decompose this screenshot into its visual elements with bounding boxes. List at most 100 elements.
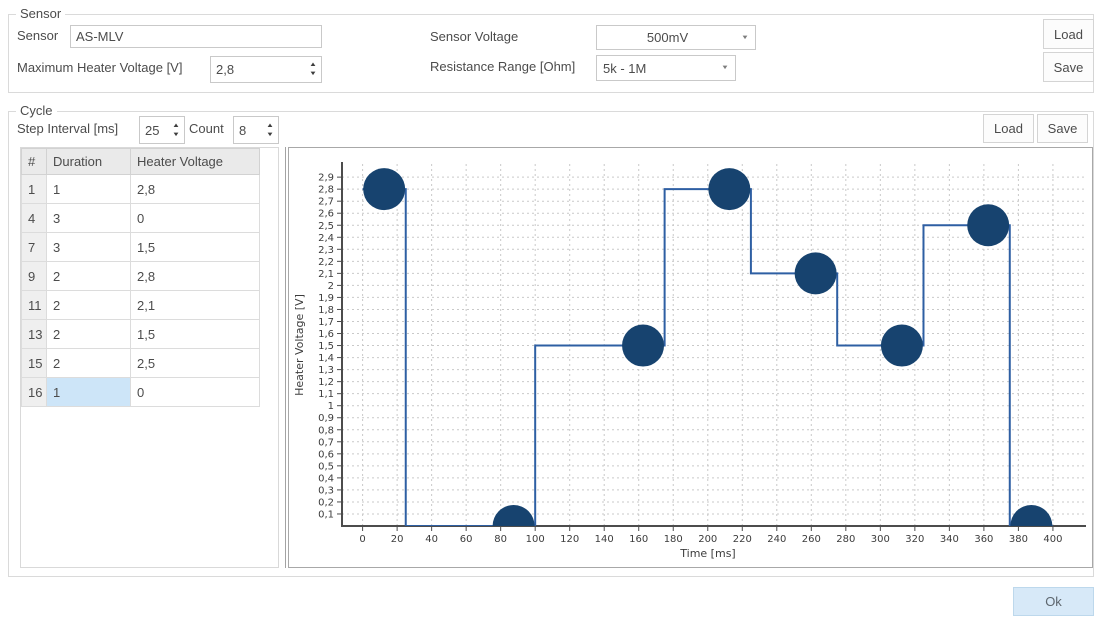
table-cell[interactable]: 2 [46, 261, 131, 291]
table-cell[interactable]: 2 [46, 290, 131, 320]
row-header-cell[interactable]: 1 [21, 174, 47, 204]
table-cell[interactable]: 1 [46, 174, 131, 204]
ok-button[interactable]: Ok [1013, 587, 1094, 616]
table-cell[interactable]: 0 [130, 377, 260, 407]
svg-text:1,7: 1,7 [318, 317, 334, 328]
spinner-arrows: ▲ ▼ [305, 57, 321, 82]
column-header-duration[interactable]: Duration [46, 148, 131, 175]
column-header-index[interactable]: # [21, 148, 47, 175]
chart-marker[interactable] [363, 168, 406, 211]
max-heater-voltage-spinner[interactable]: ▲ ▼ [210, 56, 322, 83]
table-cell[interactable]: 2 [46, 348, 131, 378]
chart-marker[interactable] [880, 324, 923, 367]
svg-text:0,5: 0,5 [318, 461, 334, 472]
spinner-arrows: ▲ ▼ [262, 117, 278, 143]
dropdown-arrow-icon[interactable]: ▼ [741, 34, 750, 41]
count-spinner[interactable]: ▲ ▼ [233, 116, 279, 144]
svg-text:2,8: 2,8 [318, 185, 334, 196]
spinner-down-icon[interactable]: ▼ [265, 131, 275, 138]
row-header-cell[interactable]: 15 [21, 348, 47, 378]
spinner-up-icon[interactable]: ▲ [265, 122, 275, 129]
svg-text:2,7: 2,7 [318, 197, 334, 208]
svg-text:2,4: 2,4 [318, 233, 334, 244]
row-header-cell[interactable]: 11 [21, 290, 47, 320]
svg-text:0,2: 0,2 [318, 497, 334, 508]
svg-text:60: 60 [460, 534, 473, 545]
chart-marker[interactable] [492, 505, 535, 547]
table-cell[interactable]: 0 [130, 203, 260, 233]
svg-text:100: 100 [526, 534, 545, 545]
svg-text:240: 240 [767, 534, 786, 545]
svg-text:2,5: 2,5 [318, 221, 334, 232]
table-cell[interactable]: 2,5 [130, 348, 260, 378]
dropdown-arrow-icon[interactable]: ▼ [721, 65, 730, 71]
chart-marker[interactable] [1010, 505, 1053, 547]
count-label: Count [189, 121, 224, 136]
table-chart-splitter[interactable] [285, 147, 286, 568]
step-interval-label: Step Interval [ms] [17, 121, 119, 136]
sensor-name-input[interactable] [71, 26, 321, 47]
max-heater-voltage-value[interactable] [211, 57, 305, 82]
chart-canvas: 0 20 40 60 80 100 120 140 160 180 200 220 240 260 280 3… [293, 162, 1086, 560]
sensor-load-button[interactable]: Load [1043, 19, 1094, 49]
table-header-row: # Duration Heater Voltage [21, 148, 260, 175]
svg-text:1,9: 1,9 [318, 293, 334, 304]
spinner-down-icon[interactable]: ▼ [308, 71, 318, 77]
row-header-cell[interactable]: 9 [21, 261, 47, 291]
chart-marker[interactable] [794, 252, 837, 295]
step-interval-value[interactable] [140, 117, 168, 143]
sensor-save-button[interactable]: Save [1043, 52, 1094, 82]
svg-text:180: 180 [664, 534, 683, 545]
svg-text:1,5: 1,5 [318, 341, 334, 352]
step-interval-spinner[interactable]: ▲ ▼ [139, 116, 185, 144]
chart-marker[interactable] [622, 324, 665, 367]
column-header-heater-voltage[interactable]: Heater Voltage [130, 148, 260, 175]
table-cell[interactable]: 3 [46, 203, 131, 233]
table-cell[interactable]: 2,1 [130, 290, 260, 320]
table-cell[interactable]: 2,8 [130, 174, 260, 204]
table-row: 7 3 1,5 [21, 232, 260, 262]
cycle-groupbox: Cycle Step Interval [ms] ▲ ▼ Count ▲ ▼ L… [8, 103, 1094, 577]
cycle-save-button[interactable]: Save [1037, 114, 1088, 143]
resistance-range-combobox[interactable]: 5k - 1M ▼ [596, 55, 736, 81]
table-row: 9 2 2,8 [21, 261, 260, 291]
svg-text:0,8: 0,8 [318, 425, 334, 436]
table-cell[interactable]: 1 [46, 377, 131, 407]
sensor-groupbox: Sensor Sensor Maximum Heater Voltage [V]… [8, 6, 1094, 93]
svg-text:280: 280 [836, 534, 855, 545]
sensor-group-title: Sensor [16, 6, 66, 21]
sensor-voltage-value: 500mV [646, 30, 689, 45]
chart-marker[interactable] [967, 204, 1010, 247]
table-cell[interactable]: 2 [46, 319, 131, 349]
sensor-voltage-combobox[interactable]: 500mV ▼ [596, 25, 756, 50]
svg-text:0,3: 0,3 [318, 485, 334, 496]
svg-text:1,4: 1,4 [318, 353, 334, 364]
sensor-voltage-label: Sensor Voltage [430, 29, 519, 44]
svg-text:0,7: 0,7 [318, 437, 334, 448]
table-cell[interactable]: 2,8 [130, 261, 260, 291]
svg-text:340: 340 [940, 534, 959, 545]
svg-text:2,2: 2,2 [318, 257, 334, 268]
spinner-up-icon[interactable]: ▲ [308, 62, 318, 68]
table-row: 16 1 0 [21, 377, 260, 407]
table-row: 15 2 2,5 [21, 348, 260, 378]
table-cell[interactable]: 1,5 [130, 319, 260, 349]
row-header-cell[interactable]: 7 [21, 232, 47, 262]
chart-marker[interactable] [708, 168, 751, 211]
table-cell[interactable]: 1,5 [130, 232, 260, 262]
count-value[interactable] [234, 117, 262, 143]
spinner-up-icon[interactable]: ▲ [171, 122, 181, 129]
svg-text:360: 360 [974, 534, 993, 545]
cycle-steps-table: # Duration Heater Voltage 1 1 2,8 4 3 0 7 3 1,5 9… [20, 147, 279, 568]
table-cell[interactable]: 3 [46, 232, 131, 262]
sensor-name-field[interactable] [70, 25, 322, 48]
resistance-range-label: Resistance Range [Ohm] [430, 59, 576, 74]
cycle-load-button[interactable]: Load [983, 114, 1034, 143]
svg-text:1,8: 1,8 [318, 305, 334, 316]
svg-text:1,3: 1,3 [318, 365, 334, 376]
row-header-cell[interactable]: 13 [21, 319, 47, 349]
svg-text:1,1: 1,1 [318, 389, 334, 400]
row-header-cell[interactable]: 4 [21, 203, 47, 233]
spinner-down-icon[interactable]: ▼ [171, 131, 181, 138]
row-header-cell[interactable]: 16 [21, 377, 47, 407]
